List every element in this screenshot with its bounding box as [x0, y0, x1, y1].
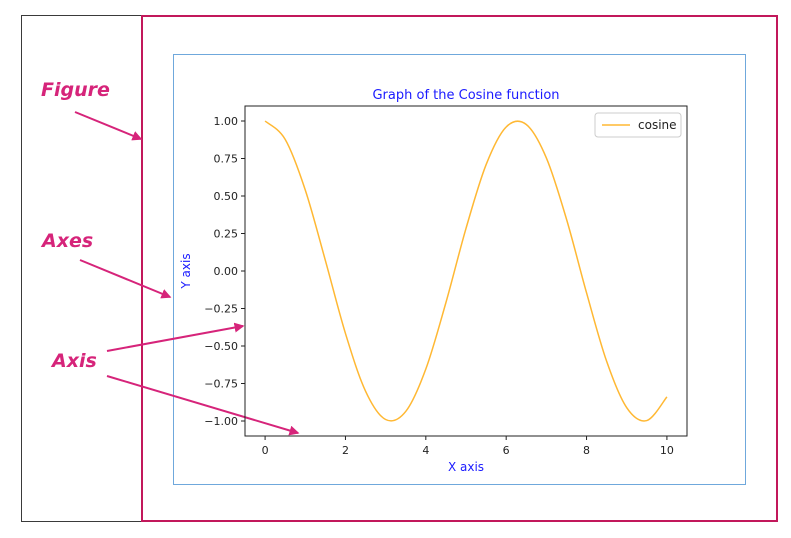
y-tick-label: 0.25 [214, 228, 239, 241]
cosine-series-line [264, 120, 668, 422]
x-tick-label: 10 [660, 444, 674, 457]
y-tick-label: −0.50 [204, 340, 238, 353]
figure-label: Figure [41, 79, 110, 101]
axes-frame [173, 54, 746, 485]
axis-label: Axis [52, 350, 97, 372]
legend-entry-cosine: cosine [638, 118, 677, 132]
chart-title: Graph of the Cosine function [372, 88, 559, 103]
figure-frame [141, 15, 778, 522]
figure-arrow [74, 111, 143, 141]
x-axis-label: X axis [448, 460, 484, 474]
x-axis-arrow [106, 375, 300, 436]
axes-arrow [79, 259, 172, 299]
legend-box [594, 112, 682, 138]
y-axis-arrow [106, 322, 245, 352]
y-tick-label: −1.00 [204, 415, 238, 428]
y-tick-label: 0.75 [214, 153, 239, 166]
y-tick-label: 0.00 [214, 265, 239, 278]
axes-label: Axes [42, 230, 94, 252]
x-tick-label: 2 [342, 444, 349, 457]
x-tick-label: 8 [583, 444, 590, 457]
x-tick-label: 4 [422, 444, 429, 457]
legend: cosine [594, 112, 682, 138]
y-tick-label: 0.50 [214, 190, 239, 203]
y-tick-label: 1.00 [214, 115, 239, 128]
x-tick-label: 6 [503, 444, 510, 457]
y-axis-label: Y axis [179, 253, 193, 289]
x-ticks: 0 2 4 6 8 10 [262, 436, 674, 457]
y-tick-label: −0.25 [204, 303, 238, 316]
y-tick-label: −0.75 [204, 378, 238, 391]
plot-area [244, 105, 688, 437]
x-tick-label: 0 [262, 444, 269, 457]
y-ticks: −1.00 −0.75 −0.50 −0.25 0.00 0.25 0.50 0.75 1.00 [204, 115, 245, 428]
